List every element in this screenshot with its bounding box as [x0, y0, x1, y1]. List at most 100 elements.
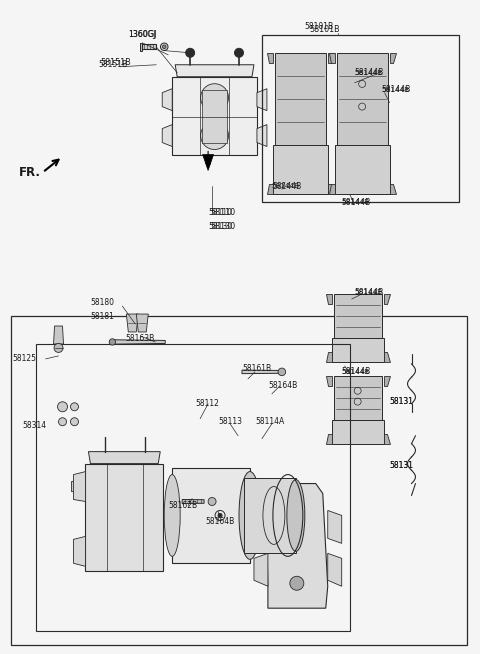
- Text: 58180: 58180: [90, 298, 114, 307]
- Polygon shape: [182, 500, 204, 504]
- Text: 58114A: 58114A: [255, 417, 284, 426]
- Text: 58101B: 58101B: [310, 26, 340, 35]
- Circle shape: [208, 498, 216, 506]
- Polygon shape: [266, 483, 328, 608]
- Polygon shape: [336, 53, 387, 145]
- Text: 58110: 58110: [208, 208, 232, 217]
- Text: 58144B: 58144B: [272, 182, 301, 191]
- Ellipse shape: [239, 472, 261, 559]
- Text: 58144B: 58144B: [355, 68, 384, 77]
- Polygon shape: [244, 477, 296, 553]
- Circle shape: [54, 343, 63, 353]
- Polygon shape: [172, 468, 250, 563]
- Text: 58113: 58113: [218, 417, 242, 426]
- Polygon shape: [328, 184, 334, 194]
- Polygon shape: [390, 184, 396, 194]
- Polygon shape: [384, 434, 390, 443]
- Polygon shape: [384, 352, 390, 362]
- Text: 58144B: 58144B: [342, 199, 370, 205]
- Polygon shape: [273, 145, 328, 194]
- Text: 58101B: 58101B: [305, 22, 334, 31]
- Text: 58144B: 58144B: [342, 369, 370, 375]
- Text: 1360GJ: 1360GJ: [128, 30, 156, 39]
- Polygon shape: [172, 77, 257, 154]
- Circle shape: [278, 368, 286, 375]
- Polygon shape: [85, 464, 163, 572]
- Polygon shape: [329, 184, 335, 194]
- Text: 58144B: 58144B: [355, 70, 383, 76]
- Circle shape: [290, 576, 304, 591]
- Polygon shape: [328, 53, 334, 63]
- Polygon shape: [332, 338, 384, 362]
- Polygon shape: [203, 154, 214, 171]
- Polygon shape: [384, 376, 390, 386]
- Text: 58125: 58125: [12, 354, 36, 364]
- Polygon shape: [275, 53, 326, 145]
- Polygon shape: [334, 376, 382, 420]
- Text: 58162B: 58162B: [168, 501, 197, 510]
- Circle shape: [109, 339, 116, 345]
- Bar: [36, 344, 350, 631]
- Polygon shape: [326, 376, 332, 386]
- Polygon shape: [162, 89, 172, 111]
- Circle shape: [186, 48, 194, 58]
- Ellipse shape: [287, 479, 305, 551]
- Text: 58144B: 58144B: [342, 198, 371, 207]
- Text: 58164B: 58164B: [205, 517, 234, 526]
- Polygon shape: [73, 472, 85, 502]
- Bar: [11, 316, 468, 645]
- Text: 58144B: 58144B: [382, 87, 410, 93]
- Polygon shape: [326, 352, 332, 362]
- Text: 58130: 58130: [210, 222, 235, 231]
- Polygon shape: [254, 511, 268, 543]
- Circle shape: [59, 418, 67, 426]
- Polygon shape: [162, 125, 172, 146]
- Text: FR.: FR.: [19, 166, 41, 179]
- Polygon shape: [390, 53, 396, 63]
- Text: 58163B: 58163B: [125, 334, 155, 343]
- Text: 58131: 58131: [390, 461, 414, 470]
- Text: 58112: 58112: [195, 400, 219, 408]
- Polygon shape: [328, 553, 342, 586]
- Text: 58144B: 58144B: [342, 368, 371, 376]
- Text: 58314: 58314: [23, 421, 47, 430]
- Text: 58144B: 58144B: [272, 183, 300, 190]
- Polygon shape: [54, 326, 63, 344]
- Text: 58130: 58130: [208, 222, 232, 231]
- Polygon shape: [257, 125, 267, 146]
- Text: 58131: 58131: [390, 397, 414, 406]
- Polygon shape: [267, 184, 273, 194]
- Text: 58164B: 58164B: [268, 381, 297, 390]
- Text: 58181: 58181: [90, 311, 114, 320]
- Text: 58144B: 58144B: [355, 289, 383, 295]
- Text: 58151B: 58151B: [100, 58, 131, 67]
- Polygon shape: [326, 294, 332, 304]
- Polygon shape: [140, 43, 142, 50]
- Polygon shape: [73, 536, 85, 566]
- Polygon shape: [335, 145, 390, 194]
- Polygon shape: [142, 44, 156, 49]
- Circle shape: [235, 48, 243, 58]
- Circle shape: [290, 506, 304, 521]
- Polygon shape: [254, 553, 268, 586]
- Polygon shape: [328, 511, 342, 543]
- Polygon shape: [334, 294, 382, 338]
- Polygon shape: [202, 90, 227, 143]
- Text: 58161B: 58161B: [242, 364, 271, 373]
- Polygon shape: [332, 420, 384, 443]
- Text: 58144B: 58144B: [355, 288, 384, 297]
- Bar: [262, 35, 459, 202]
- Polygon shape: [136, 314, 148, 332]
- Text: 58131: 58131: [390, 461, 414, 470]
- Polygon shape: [126, 314, 138, 332]
- Circle shape: [162, 45, 166, 48]
- Circle shape: [71, 418, 78, 426]
- Polygon shape: [72, 479, 85, 494]
- Polygon shape: [88, 452, 160, 464]
- Polygon shape: [329, 53, 335, 63]
- Polygon shape: [257, 89, 267, 111]
- Circle shape: [201, 122, 228, 150]
- Text: 58144B: 58144B: [382, 85, 411, 94]
- Circle shape: [160, 43, 168, 50]
- Text: 58131: 58131: [390, 397, 414, 406]
